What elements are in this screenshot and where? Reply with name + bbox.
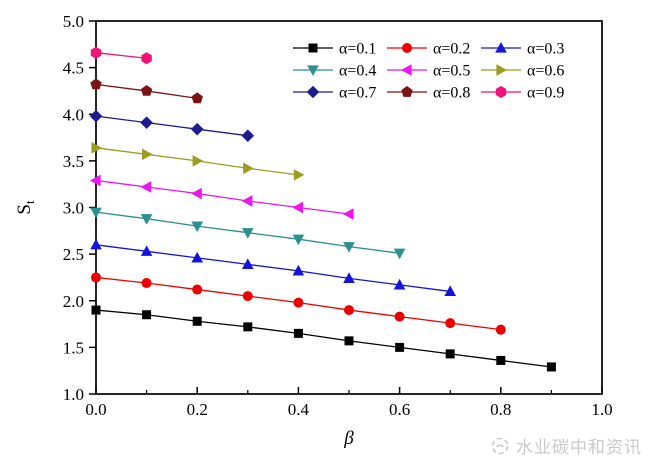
legend-label: α=0.3 [527,41,564,58]
watermark: 水业碳中和资讯 [490,433,642,458]
svg-text:5.0: 5.0 [63,12,84,31]
legend-item-α=0.1: α=0.1 [293,41,376,58]
svg-text:3.0: 3.0 [63,199,84,218]
legend-item-α=0.5: α=0.5 [387,63,470,80]
legend-label: α=0.8 [433,85,470,102]
legend-item-α=0.7: α=0.7 [293,85,376,102]
watermark-text: 水业碳中和资讯 [516,438,642,457]
svg-text:0.4: 0.4 [288,400,310,419]
svg-text:2.0: 2.0 [63,292,84,311]
legend-item-α=0.4: α=0.4 [293,63,376,80]
series-α=0.7 [89,109,255,142]
legend-item-α=0.6: α=0.6 [481,63,564,80]
legend-label: α=0.5 [433,63,470,80]
legend-label: α=0.9 [527,85,564,102]
series-α=0.3 [90,238,456,297]
svg-text:0.0: 0.0 [85,400,106,419]
svg-text:3.5: 3.5 [63,152,84,171]
series-α=0.1 [91,305,556,372]
svg-text:4.0: 4.0 [63,105,84,124]
watermark-logo-icon [490,436,510,456]
series-α=0.2 [91,272,506,335]
legend-label: α=0.4 [339,63,376,80]
svg-text:1.0: 1.0 [591,400,612,419]
legend-label: α=0.6 [527,63,564,80]
series-α=0.6 [91,142,305,181]
series-α=0.4 [90,207,406,260]
svg-text:2.5: 2.5 [63,245,84,264]
legend-item-α=0.8: α=0.8 [387,85,470,102]
series-α=0.9 [90,46,152,65]
legend-item-α=0.9: α=0.9 [481,85,564,102]
legend-item-α=0.2: α=0.2 [387,41,470,58]
y-axis-label: St [14,200,37,215]
x-axis-label: β [343,428,354,449]
legend-item-α=0.3: α=0.3 [481,41,564,58]
legend-label: α=0.7 [339,85,376,102]
svg-text:0.8: 0.8 [490,400,511,419]
svg-text:0.2: 0.2 [187,400,208,419]
svg-text:1.5: 1.5 [63,338,84,357]
legend-label: α=0.2 [433,41,470,58]
series-α=0.5 [90,174,354,220]
svg-text:0.6: 0.6 [389,400,410,419]
svg-text:1.0: 1.0 [63,385,84,404]
axes: 0.0 0.2 0.4 0.6 0.8 1.0 1.0 1.5 2.0 2.5 3.0 3.5 4.0 4… [14,12,613,449]
legend: α=0.1 α=0.2 α=0.3 α=0.4 α=0.5 α=0.6 α=0.7 α=0.8… [293,41,564,102]
svg-text:4.5: 4.5 [63,59,84,78]
series-α=0.8 [90,78,203,104]
legend-label: α=0.1 [339,41,376,58]
